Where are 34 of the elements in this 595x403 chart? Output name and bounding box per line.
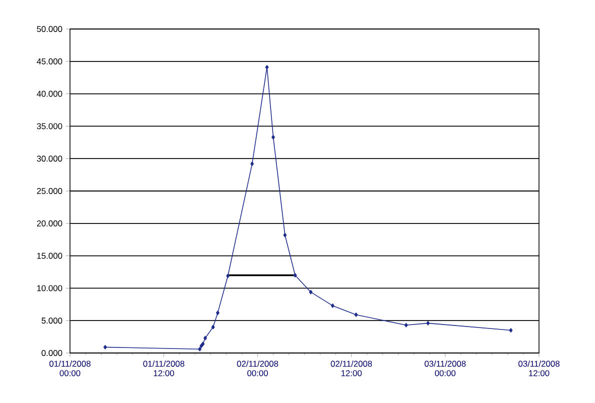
point (404, 322, 408, 328)
y-tick-label: 35.000 (36, 123, 62, 130)
point (509, 328, 513, 333)
y-tick-label: 30.000 (36, 156, 62, 162)
y-tick-label: 15.000 (37, 252, 62, 259)
point (265, 65, 269, 70)
point (426, 321, 430, 326)
point (309, 290, 313, 294)
y-tick-label: 50.000 (36, 26, 62, 32)
point (103, 344, 107, 350)
point (283, 232, 287, 238)
y-tick-label: 25.000 (37, 188, 62, 194)
point (216, 310, 220, 316)
point (211, 324, 215, 330)
y-tick-label: 40.000 (36, 90, 62, 97)
x-tick-label: 02/11/2008 12:00 (330, 360, 372, 376)
y-tick-label: 20.000 (37, 220, 62, 226)
point (250, 162, 254, 166)
x-tick-label: 01/11/2008 00:00 (49, 360, 91, 376)
x-tick-label: 03/11/2008 00:00 (424, 360, 466, 376)
point (293, 273, 297, 278)
point (226, 274, 230, 278)
y-tick-label: 45.000 (36, 58, 62, 64)
point (203, 336, 207, 340)
x-tick-label: 01/11/2008 12:00 (143, 360, 184, 376)
point (330, 304, 334, 308)
y-tick-label: 10.000 (37, 285, 62, 292)
x-tick-label: 02/11/2008 00:00 (237, 360, 278, 376)
point (198, 346, 202, 352)
y-tick-label: 0.000 (42, 350, 62, 356)
y-tick-label: 5.000 (42, 318, 62, 324)
point (271, 135, 275, 140)
point (354, 312, 358, 317)
x-tick-label: 03/11/2008 12:00 (518, 360, 560, 376)
